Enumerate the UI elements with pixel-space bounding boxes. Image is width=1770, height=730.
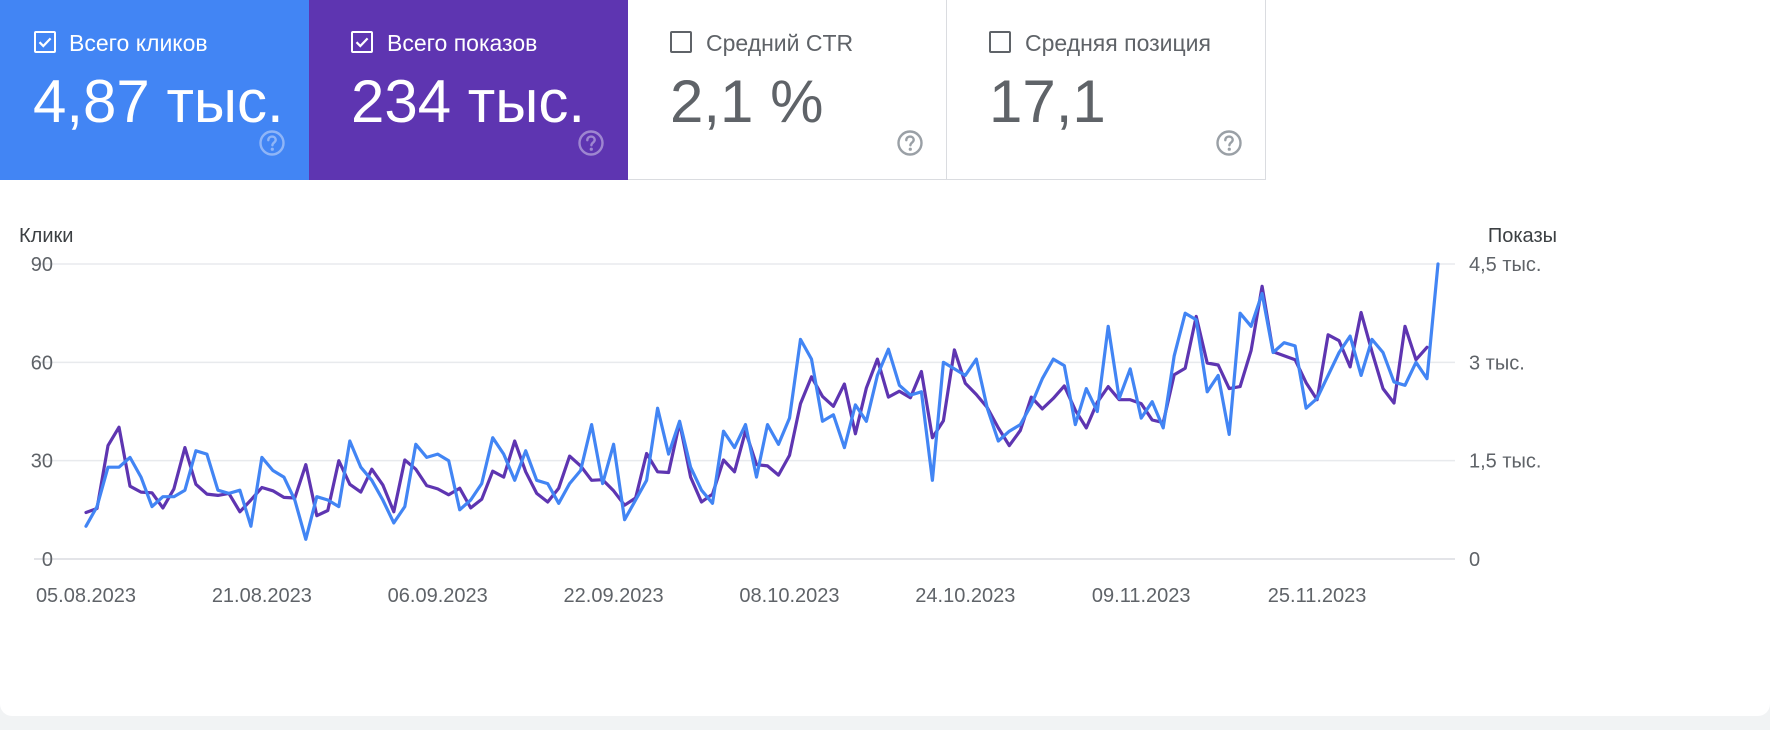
y-tick-left: 90	[31, 254, 53, 276]
x-tick-label: 25.11.2023	[1268, 585, 1367, 607]
metric-value: 234 тыс.	[351, 68, 586, 135]
help-icon[interactable]	[896, 129, 924, 157]
x-tick-label: 24.10.2023	[915, 585, 1015, 607]
help-icon[interactable]	[577, 129, 605, 157]
x-tick-label: 08.10.2023	[739, 585, 839, 607]
checkbox-icon[interactable]	[670, 31, 692, 53]
metric-label: Средний CTR	[706, 30, 854, 56]
metric-label: Всего показов	[387, 30, 538, 56]
y-axis-label-left: Клики	[19, 225, 73, 247]
series-line-impressions	[84, 284, 1429, 518]
y-axis-label-right: Показы	[1488, 225, 1557, 247]
metric-card-clicks[interactable]: Всего кликов 4,87 тыс.	[0, 0, 309, 180]
y-tick-left: 60	[31, 352, 53, 374]
metric-cards: Всего кликов 4,87 тыс. Всего показов 234…	[0, 0, 1266, 180]
performance-chart: 0 0 30 1,5 тыс. 60 3 тыс. 90 4,5 тыс. Клики Показ…	[19, 225, 1557, 607]
x-tick-label: 22.09.2023	[564, 585, 664, 607]
help-icon[interactable]	[1215, 129, 1243, 157]
checkbox-icon[interactable]	[989, 31, 1011, 53]
metric-value: 2,1 %	[670, 68, 824, 135]
y-tick-right: 4,5 тыс.	[1469, 254, 1541, 276]
y-tick-left: 0	[42, 549, 53, 571]
metric-card-impressions[interactable]: Всего показов 234 тыс.	[309, 0, 628, 180]
metric-value: 17,1	[989, 68, 1106, 135]
x-tick-label: 06.09.2023	[388, 585, 488, 607]
metric-card-ctr[interactable]: Средний CTR 2,1 %	[628, 0, 947, 180]
checkbox-icon[interactable]	[34, 31, 56, 53]
x-tick-label: 05.08.2023	[36, 585, 136, 607]
y-tick-right: 0	[1469, 549, 1480, 571]
metric-card-position[interactable]: Средняя позиция 17,1	[947, 0, 1266, 180]
checkbox-icon[interactable]	[351, 31, 373, 53]
y-tick-right: 1,5 тыс.	[1469, 451, 1541, 473]
metric-label: Средняя позиция	[1025, 30, 1211, 56]
y-tick-left: 30	[31, 451, 53, 473]
metric-value: 4,87 тыс.	[33, 68, 284, 135]
x-tick-label: 21.08.2023	[212, 585, 312, 607]
help-icon[interactable]	[258, 129, 286, 157]
metric-label: Всего кликов	[69, 30, 208, 56]
chart-area: 0 0 30 1,5 тыс. 60 3 тыс. 90 4,5 тыс. Клики Показ…	[0, 180, 1770, 640]
series-line-clicks	[84, 262, 1440, 541]
x-tick-label: 09.11.2023	[1092, 585, 1191, 607]
y-tick-right: 3 тыс.	[1469, 352, 1525, 374]
